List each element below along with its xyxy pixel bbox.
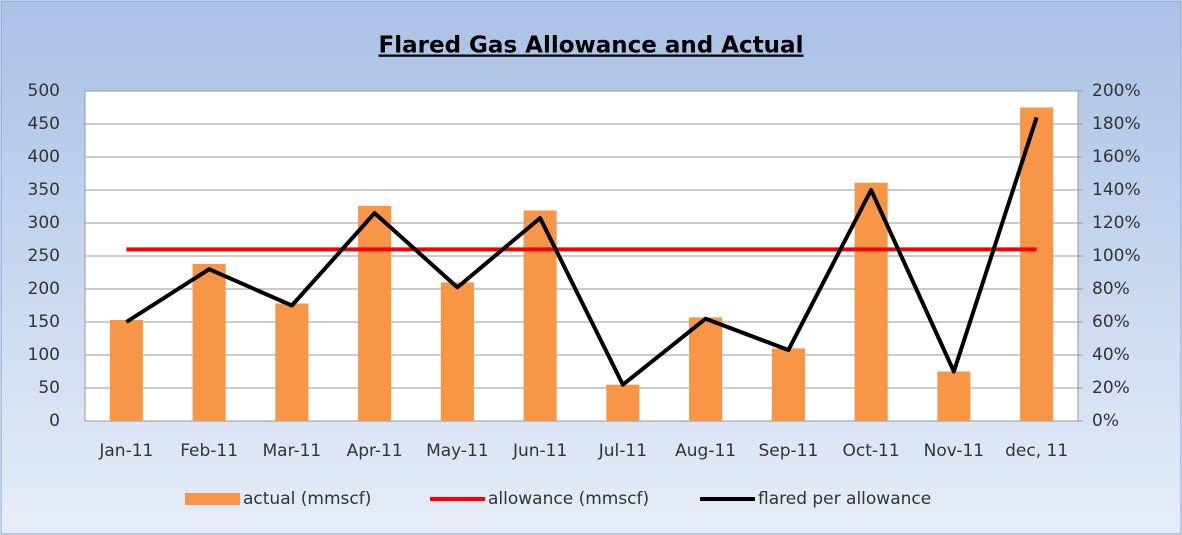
line <box>125 116 1039 387</box>
bar <box>937 371 971 421</box>
bar <box>358 205 392 421</box>
legend-swatch <box>185 493 240 505</box>
bar <box>1020 107 1054 421</box>
y-tick-label: 500 <box>28 81 60 101</box>
x-tick-label: Jan-11 <box>98 441 153 461</box>
bar <box>109 320 143 421</box>
y-tick-label: 250 <box>28 246 60 266</box>
y2-tick-label: 0% <box>1092 411 1119 431</box>
y-tick-label: 50 <box>38 378 60 398</box>
legend-label: actual (mmscf) <box>243 489 371 509</box>
bar <box>771 348 805 421</box>
bar <box>606 384 640 421</box>
bar <box>523 210 557 421</box>
bar <box>275 303 309 421</box>
y2-tick-label: 20% <box>1092 378 1130 398</box>
y2-tick-label: 200% <box>1092 81 1141 101</box>
y-tick-label: 300 <box>28 213 60 233</box>
x-tick-label: May-11 <box>426 441 489 461</box>
y2-tick-label: 80% <box>1092 279 1130 299</box>
legend-label: flared per allowance <box>758 489 931 509</box>
y-tick-label: 200 <box>28 279 60 299</box>
x-tick-label: dec, 11 <box>1005 441 1068 461</box>
x-tick-label: Jul-11 <box>598 441 647 461</box>
y2-tick-label: 40% <box>1092 345 1130 365</box>
y2-tick-label: 100% <box>1092 246 1141 266</box>
y-tick-label: 0 <box>49 411 60 431</box>
y-tick-label: 100 <box>28 345 60 365</box>
y-tick-label: 350 <box>28 180 60 200</box>
y2-tick-label: 180% <box>1092 114 1141 134</box>
bar <box>192 263 226 421</box>
x-tick-label: Feb-11 <box>180 441 238 461</box>
y2-tick-label: 120% <box>1092 213 1141 233</box>
bar <box>440 282 474 421</box>
bar <box>854 182 888 421</box>
y2-tick-label: 160% <box>1092 147 1141 167</box>
x-tick-label: Mar-11 <box>262 441 321 461</box>
y2-tick-label: 60% <box>1092 312 1130 332</box>
legend-label: allowance (mmscf) <box>488 489 649 509</box>
x-tick-label: Apr-11 <box>347 441 403 461</box>
y-tick-label: 450 <box>28 114 60 134</box>
x-tick-label: Sep-11 <box>758 441 818 461</box>
x-tick-label: Nov-11 <box>924 441 985 461</box>
x-tick-label: Oct-11 <box>843 441 900 461</box>
y2-tick-label: 140% <box>1092 180 1141 200</box>
chart-title: Flared Gas Allowance and Actual <box>379 33 804 59</box>
y-tick-label: 400 <box>28 147 60 167</box>
bar <box>689 317 723 421</box>
y-tick-label: 150 <box>28 312 60 332</box>
x-tick-label: Aug-11 <box>675 441 736 461</box>
x-tick-label: Jun-11 <box>512 441 567 461</box>
